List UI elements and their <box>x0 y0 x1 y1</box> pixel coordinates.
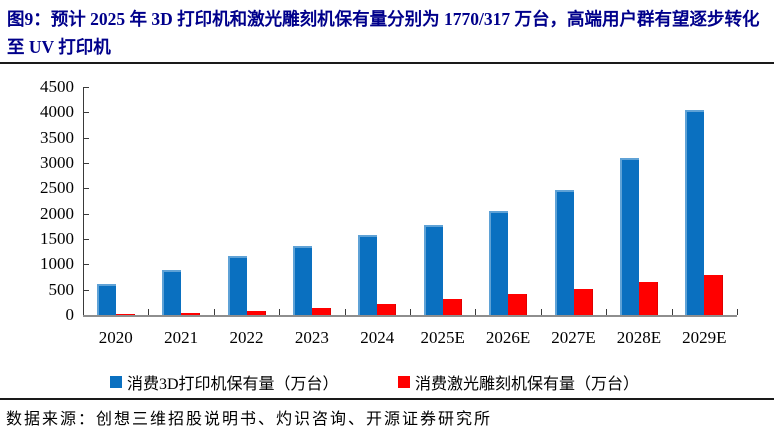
y-tick <box>84 213 89 215</box>
bar-consumer-laser-engraver-2028E <box>638 282 658 315</box>
bar-consumer-3d-printer-2027E <box>554 189 574 315</box>
legend-item-3d-printer: 消费3D打印机保有量（万台） <box>110 370 339 394</box>
bar-consumer-laser-engraver-2020 <box>115 314 135 315</box>
y-tick <box>84 289 89 291</box>
x-tick <box>540 309 542 315</box>
data-source: 数据来源：创想三维招股说明书、灼识咨询、开源证券研究所 <box>6 411 493 428</box>
y-tick <box>84 188 89 190</box>
bar-consumer-laser-engraver-2023 <box>311 307 331 315</box>
x-label-2020: 2020 <box>98 328 133 347</box>
y-tick <box>84 137 89 139</box>
bar-chart: 消费3D打印机保有量（万台） 消费激光雕刻机保有量（万台） 0 500 1000 150… <box>0 66 774 396</box>
x-tick <box>410 309 411 315</box>
y-tick-label: 4500 <box>40 77 74 96</box>
x-label-2023: 2023 <box>294 328 329 347</box>
legend-item-laser-engraver: 消费激光雕刻机保有量（万台） <box>398 370 639 394</box>
y-tick-label: 4000 <box>40 102 74 122</box>
x-label-2021: 2021 <box>164 328 199 347</box>
bar-consumer-laser-engraver-2021 <box>181 313 201 315</box>
x-tick <box>671 309 673 315</box>
y-tick-label: 2500 <box>40 178 74 198</box>
x-label-2026E: 2026E <box>485 328 531 347</box>
bar-consumer-3d-printer-2020 <box>96 283 116 315</box>
x-label-2024: 2024 <box>360 328 395 347</box>
x-tick <box>606 309 608 315</box>
source-divider <box>0 398 774 400</box>
x-label-2027E: 2027E <box>551 328 596 347</box>
bar-consumer-laser-engraver-2024 <box>377 303 397 315</box>
bar-consumer-laser-engraver-2022 <box>246 311 266 315</box>
y-tick <box>84 163 89 164</box>
bar-consumer-3d-printer-2024 <box>358 235 378 315</box>
legend-swatch-consumer-3d-printer <box>110 376 122 388</box>
y-tick-label: 1500 <box>40 229 74 248</box>
x-label-2025E: 2025E <box>420 328 465 347</box>
x-label-2022: 2022 <box>229 328 264 347</box>
y-tick <box>84 264 89 266</box>
x-tick <box>83 309 84 315</box>
y-axis-line <box>83 87 84 315</box>
x-label-2028E: 2028E <box>616 328 662 347</box>
x-tick <box>279 309 281 315</box>
bar-consumer-3d-printer-2026E <box>489 210 509 315</box>
legend-label: 消费激光雕刻机保有量（万台） <box>415 376 640 393</box>
legend-swatch-consumer-laser-engraver <box>398 376 410 388</box>
y-tick-label: 500 <box>48 279 75 299</box>
bar-consumer-laser-engraver-2025E <box>442 298 462 315</box>
bar-consumer-3d-printer-2029E <box>685 109 705 315</box>
y-tick-label: 0 <box>65 305 75 324</box>
bar-consumer-3d-printer-2023 <box>292 245 312 315</box>
bar-consumer-3d-printer-2028E <box>619 157 639 315</box>
y-tick-label: 2000 <box>40 203 74 223</box>
x-label-2029E: 2029E <box>682 328 727 347</box>
x-tick <box>213 309 215 315</box>
y-tick <box>84 239 89 240</box>
chart-legend: 消费3D打印机保有量（万台） 消费激光雕刻机保有量（万台） <box>0 370 774 393</box>
x-tick <box>344 309 346 315</box>
y-tick-label: 3000 <box>40 153 74 172</box>
y-tick-label: 3500 <box>40 127 74 147</box>
x-tick <box>475 309 477 315</box>
legend-label: 消费3D打印机保有量（万台） <box>127 376 339 393</box>
bar-consumer-3d-printer-2021 <box>162 270 182 315</box>
x-tick <box>148 309 150 315</box>
x-tick <box>737 309 738 315</box>
bar-consumer-laser-engraver-2027E <box>573 288 593 315</box>
y-tick <box>84 87 89 88</box>
bar-consumer-3d-printer-2025E <box>423 225 443 315</box>
bar-consumer-laser-engraver-2029E <box>704 274 724 315</box>
figure-title: 图9：预计 2025 年 3D 打印机和激光雕刻机保有量分别为 1770/317… <box>7 9 760 57</box>
title-divider <box>0 62 774 64</box>
y-tick <box>84 112 89 114</box>
x-axis-line <box>83 315 737 317</box>
bar-consumer-3d-printer-2022 <box>227 255 247 315</box>
bar-consumer-laser-engraver-2026E <box>508 294 528 315</box>
y-tick-label: 1000 <box>40 254 74 274</box>
